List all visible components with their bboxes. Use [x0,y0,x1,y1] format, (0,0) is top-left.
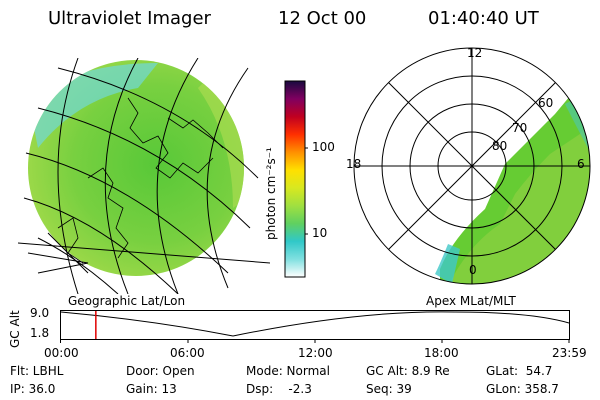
timeline-xtick-1: 06:00 [170,346,205,360]
mlt-label-18: 18 [346,157,362,171]
info-dsp: Dsp: -2.3 [246,382,312,396]
info-seq: Seq: 39 [366,382,412,396]
mlt-label-6: 6 [577,157,585,171]
instrument-title: Ultraviolet Imager [48,8,211,29]
colorbar [284,80,308,278]
right-panel-label: Apex MLat/MLT [426,294,516,308]
time-label: 01:40:40 UT [428,8,539,29]
colorbar-tick-100: 100 [312,140,335,154]
lat-label-60: 60 [538,96,554,110]
polar-grid [353,47,591,285]
timeline-xtick-3: 18:00 [424,346,459,360]
lat-label-70: 70 [512,121,528,135]
info-door: Door: Open [126,364,195,378]
timeline-ytick-high: 9.0 [30,306,50,320]
left-panel-label: Geographic Lat/Lon [68,294,186,308]
timeline-xtick-2: 12:00 [298,346,333,360]
info-glat: GLat: 54.7 [486,364,553,378]
timeline-ytick-low: 1.8 [30,326,50,340]
timeline-ylabel: GC Alt [8,310,22,348]
geographic-image [18,58,270,294]
info-mode: Mode: Normal [246,364,330,378]
polar-mlt-plot [353,47,591,285]
info-gain: Gain: 13 [126,382,177,396]
lat-lon-grid [18,58,270,294]
mlt-label-0: 0 [469,263,477,277]
colorbar-unit-label: photon cm⁻²s⁻¹ [264,147,278,240]
info-ip: IP: 36.0 [10,382,56,396]
coastlines [57,97,224,264]
timeline-ticks [60,339,570,343]
info-flt: Flt: LBHL [10,364,64,378]
timeline-xtick-4: 23:59 [552,346,587,360]
lat-label-80: 80 [492,139,508,153]
info-gcalt: GC Alt: 8.9 Re [366,364,450,378]
mlt-label-12: 12 [467,46,483,60]
timeline-xtick-0: 00:00 [44,346,79,360]
info-glon: GLon: 358.7 [486,382,559,396]
colorbar-tick-10: 10 [312,226,328,240]
altitude-curve [60,311,570,337]
date-label: 12 Oct 00 [278,8,367,29]
timeline-plot [60,310,570,343]
